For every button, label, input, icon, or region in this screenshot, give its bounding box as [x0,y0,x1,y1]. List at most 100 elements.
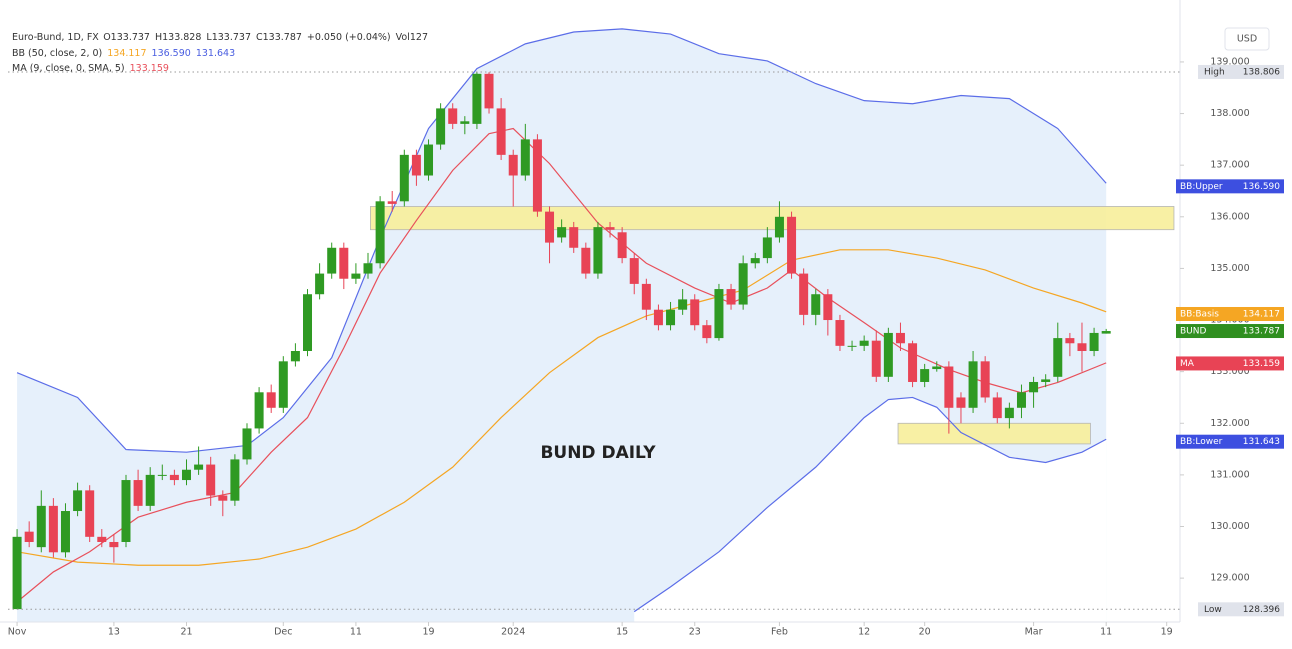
indicator-value: 131.643 [196,48,235,59]
x-tick-label: 20 [919,627,931,638]
y-tick-label: 129.000 [1210,573,1249,584]
price-label-box [1176,324,1284,339]
candle-body [714,289,724,339]
indicator-value: 134.117 [107,48,146,59]
header-item: L133.737 [206,32,251,43]
y-tick-label: 135.000 [1210,263,1249,274]
candle-body [920,369,930,382]
band-cutout [634,397,1107,622]
price-label-value: 128.396 [1243,605,1280,615]
candle-body [484,73,494,109]
indicator-line [16,28,1107,453]
candle-body [448,108,458,124]
price-label-name: BB:Basis [1180,309,1219,319]
candle-body [968,361,978,408]
candle-body [1053,338,1063,377]
candle-body [847,345,857,347]
candle-body [254,392,264,429]
x-tick-label: 19 [422,627,434,638]
x-tick-label: 21 [180,627,192,638]
indicator-label: MA (9, close, 0, SMA, 5) [12,63,125,74]
candle-body [1077,343,1087,352]
candle-body [678,299,688,310]
plot-area [12,28,1175,622]
header-item: +0.050 (+0.04%) [307,32,391,43]
candle-body [859,340,869,346]
price-label-box [1176,434,1284,449]
y-tick-label: 133.000 [1210,366,1249,377]
candle-body [424,144,434,176]
candle-body [666,309,676,326]
candle-body [60,511,70,553]
candle-body [750,258,760,264]
price-label-name: MA [1180,359,1195,369]
x-tick-label: 15 [616,627,628,638]
candle-body [303,294,313,352]
candle-body [133,480,143,506]
candle-body [1065,338,1075,344]
candle-body [109,541,119,548]
header-item: C133.787 [256,32,302,43]
candle-body [97,536,107,542]
x-tick-label: 13 [108,627,120,638]
candle-body [12,536,22,610]
candle-body [726,289,736,305]
candle-body [883,332,893,377]
candle-body [436,108,446,145]
price-label-box [1176,306,1284,321]
candle-body [956,397,966,408]
candle-body [823,294,833,321]
candle-body [460,121,470,124]
candle-body [738,263,748,305]
y-tick-label: 130.000 [1210,521,1249,532]
candle-body [932,366,942,370]
indicator-line [633,396,1107,613]
indicator-label: BB (50, close, 2, 0) [12,48,102,59]
candle-body [653,309,663,326]
candle-body [169,474,179,481]
price-label-value: 138.806 [1243,67,1280,77]
candle-body [811,294,821,315]
candle-body [1089,332,1099,352]
x-tick-label: 11 [1100,627,1112,638]
candle-body [641,283,651,310]
candle-body [908,343,918,382]
x-tick-label: Feb [771,627,788,638]
x-tick-label: Mar [1025,627,1043,638]
price-label-box [1176,356,1284,371]
candle-body [557,227,567,238]
candle-body [835,320,845,346]
candle-body [702,325,712,339]
candle-body [895,332,905,344]
currency-button[interactable] [1224,27,1270,51]
x-tick-label: 19 [1161,627,1173,638]
candle-body [593,227,603,274]
x-tick-label: 23 [689,627,701,638]
x-tick-label: 12 [858,627,870,638]
x-tick-label: Dec [274,627,292,638]
candle-body [581,247,591,274]
candle-body [1101,331,1111,334]
header-item: Euro-Bund, 1D, FX [12,32,99,43]
candle-body [1029,381,1039,393]
candle-body [278,361,288,408]
candle-body [24,531,34,542]
price-label-name: High [1204,67,1225,77]
candle-body [605,227,615,230]
currency[interactable]: USD [1237,34,1257,45]
candle-body [266,392,276,408]
candle-body [472,73,482,124]
price-label-name: BB:Lower [1180,437,1223,447]
candle-body [508,154,518,176]
x-tick-label: 11 [350,627,362,638]
candle-body [520,139,530,176]
x-tick-label: Nov [8,627,27,638]
candle-body [339,247,349,279]
candle-body [230,459,240,501]
candle-body [375,201,385,264]
indicator-legend: BB (50, close, 2, 0) 134.117 136.590 131.64… [12,48,235,59]
price-label-name: BB:Upper [1180,182,1223,192]
price-label-box [1176,179,1284,194]
candle-body [980,361,990,398]
